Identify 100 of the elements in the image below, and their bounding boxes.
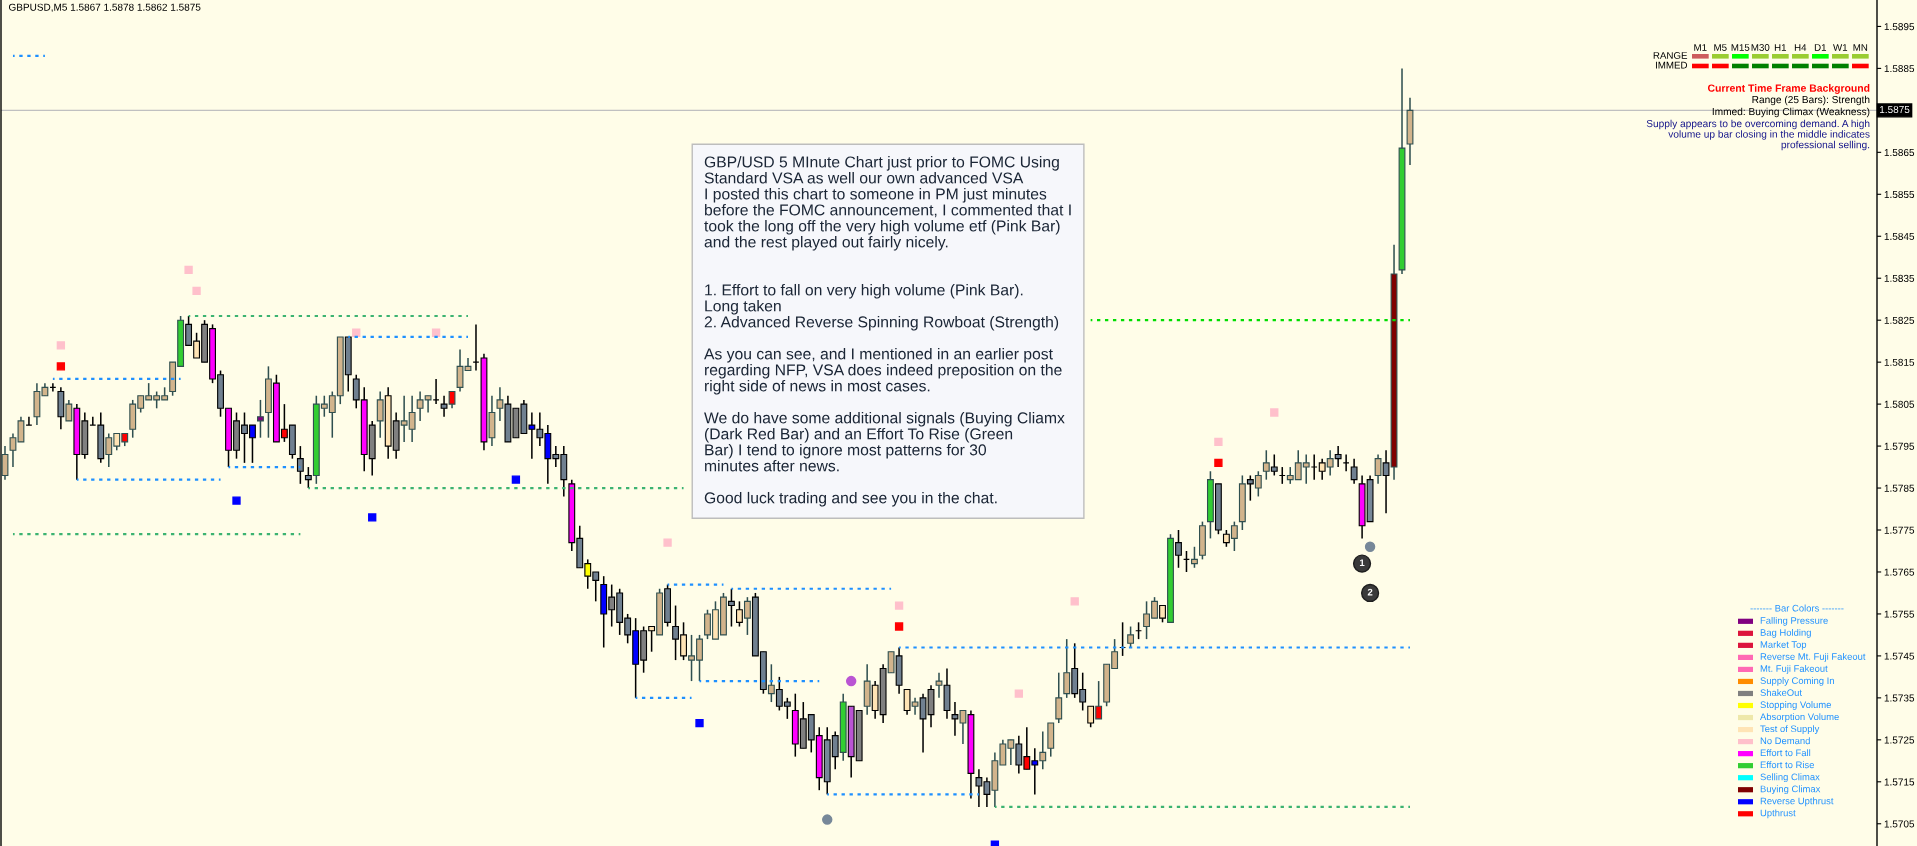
point: [894, 601, 904, 610]
candlestick: [1318, 457, 1326, 481]
candlestick: [1310, 453, 1318, 481]
category-label: M30: [1751, 44, 1770, 51]
category-label: H4: [1794, 44, 1807, 51]
point: [1364, 541, 1376, 553]
category-label: H1: [1774, 44, 1787, 51]
chart-title: GBPUSD,M5 1.5867 1.5878 1.5862 1.5875: [9, 3, 201, 12]
candlestick: [1350, 457, 1358, 485]
point: [1214, 437, 1223, 447]
candlestick: [903, 688, 911, 716]
category-label: Stopping Volume: [1760, 701, 1831, 710]
category-label: M1: [1694, 44, 1707, 51]
point: [368, 513, 377, 522]
candlestick: [1095, 680, 1103, 720]
category-label: Falling Pressure: [1760, 616, 1828, 626]
point: [232, 496, 241, 505]
point: [192, 286, 201, 295]
y-tick-label: 1.5715: [1884, 778, 1915, 786]
y-tick-label: 1.5855: [1884, 190, 1915, 199]
candlestick: [728, 587, 735, 628]
category-label: W1: [1833, 44, 1848, 51]
category-label: Reverse Upthrust: [1760, 797, 1834, 807]
y-tick-label: 1.5865: [1884, 148, 1915, 157]
point: [1214, 458, 1223, 468]
y-tick-label: 1.5835: [1884, 274, 1915, 282]
category-label: MN: [1853, 44, 1868, 51]
candlestick: [959, 709, 967, 745]
candlestick: [257, 399, 264, 439]
candlestick: [1382, 449, 1390, 514]
candlestick: [1326, 449, 1334, 477]
candlestick: [25, 415, 33, 426]
category-label: Mt. Fuji Fakeout: [1760, 665, 1828, 674]
y-tick-label: 1.5745: [1884, 652, 1915, 660]
text: Current Time Frame Background: [1707, 84, 1870, 94]
candlestick: [1039, 730, 1047, 770]
category-label: Reverse Mt. Fuji Fakeout: [1760, 652, 1866, 662]
point: [56, 362, 66, 371]
candlestick: [767, 663, 775, 703]
candlestick: [1262, 449, 1270, 481]
point: [1014, 689, 1023, 698]
y-tick-label: 1.5815: [1884, 358, 1915, 366]
candlestick: [935, 671, 943, 699]
annotation: Supply appears to be overcoming demand. A high volume up bar closing in the middle indicates professional selling.: [1646, 119, 1870, 151]
y-tick-label: 1.5805: [1884, 400, 1915, 408]
text: ------- Bar Colors -------: [1750, 604, 1844, 612]
candlestick: [65, 399, 73, 422]
category-label: IMMED: [1655, 61, 1688, 69]
candlestick: [496, 386, 504, 422]
candlestick: [1254, 470, 1262, 498]
category-label: Effort to Rise: [1760, 761, 1814, 769]
y-tick-label: 1.5885: [1884, 65, 1915, 73]
category-label: M15: [1731, 44, 1750, 51]
point: [184, 265, 193, 274]
y-tick-label: 1.5735: [1884, 694, 1915, 702]
category-label: D1: [1814, 44, 1827, 51]
candlestick: [887, 650, 895, 674]
y-tick-label: 1.5705: [1884, 820, 1915, 828]
category-label: Upthrust: [1760, 809, 1796, 819]
candlestick: [1127, 625, 1135, 649]
category-label: Selling Climax: [1760, 773, 1820, 783]
candlestick: [1342, 453, 1350, 473]
ref-line-label: 1.5875: [1880, 105, 1910, 114]
candlestick: [1246, 474, 1254, 502]
category-label: Absorption Volume: [1760, 713, 1839, 722]
category-label: Test of Supply: [1760, 725, 1820, 734]
y-tick-label: 1.5755: [1884, 610, 1915, 618]
candlestick: [951, 701, 959, 737]
point: [56, 341, 66, 350]
candlestick: [1191, 546, 1198, 569]
candlestick: [1374, 453, 1382, 485]
candlestick: [735, 600, 743, 628]
candlestick: [296, 445, 304, 485]
candlestick: [1334, 445, 1342, 468]
category-label: Buying Climax: [1760, 785, 1821, 795]
category-label: Bag Holding: [1760, 628, 1811, 638]
candlestick: [376, 390, 384, 439]
point: [511, 475, 521, 484]
category-label: M5: [1714, 44, 1727, 51]
candlestick: [1, 445, 9, 481]
y-tick-label: 1.5775: [1884, 526, 1915, 534]
point: [352, 328, 361, 337]
candlestick: [1175, 529, 1182, 569]
y-tick-label: 1.5785: [1884, 484, 1915, 492]
point: [663, 538, 672, 547]
annotation: 1: [1359, 559, 1365, 567]
category-label: ShakeOut: [1760, 689, 1802, 697]
point: [695, 718, 704, 728]
category-label: Effort to Fall: [1760, 749, 1811, 757]
candlestick: [1063, 638, 1071, 699]
point: [1070, 597, 1079, 606]
y-tick-label: 1.5725: [1884, 736, 1915, 744]
annotation: Immed: Buying Climax (Weakness): [1712, 107, 1870, 118]
point: [822, 814, 833, 825]
candlestick: [440, 394, 448, 418]
annotation: 2: [1367, 588, 1373, 596]
candlestick: [1230, 520, 1238, 552]
category-label: Supply Coming In: [1760, 677, 1834, 686]
candlestick: [432, 378, 440, 405]
candlestick: [1055, 671, 1063, 724]
